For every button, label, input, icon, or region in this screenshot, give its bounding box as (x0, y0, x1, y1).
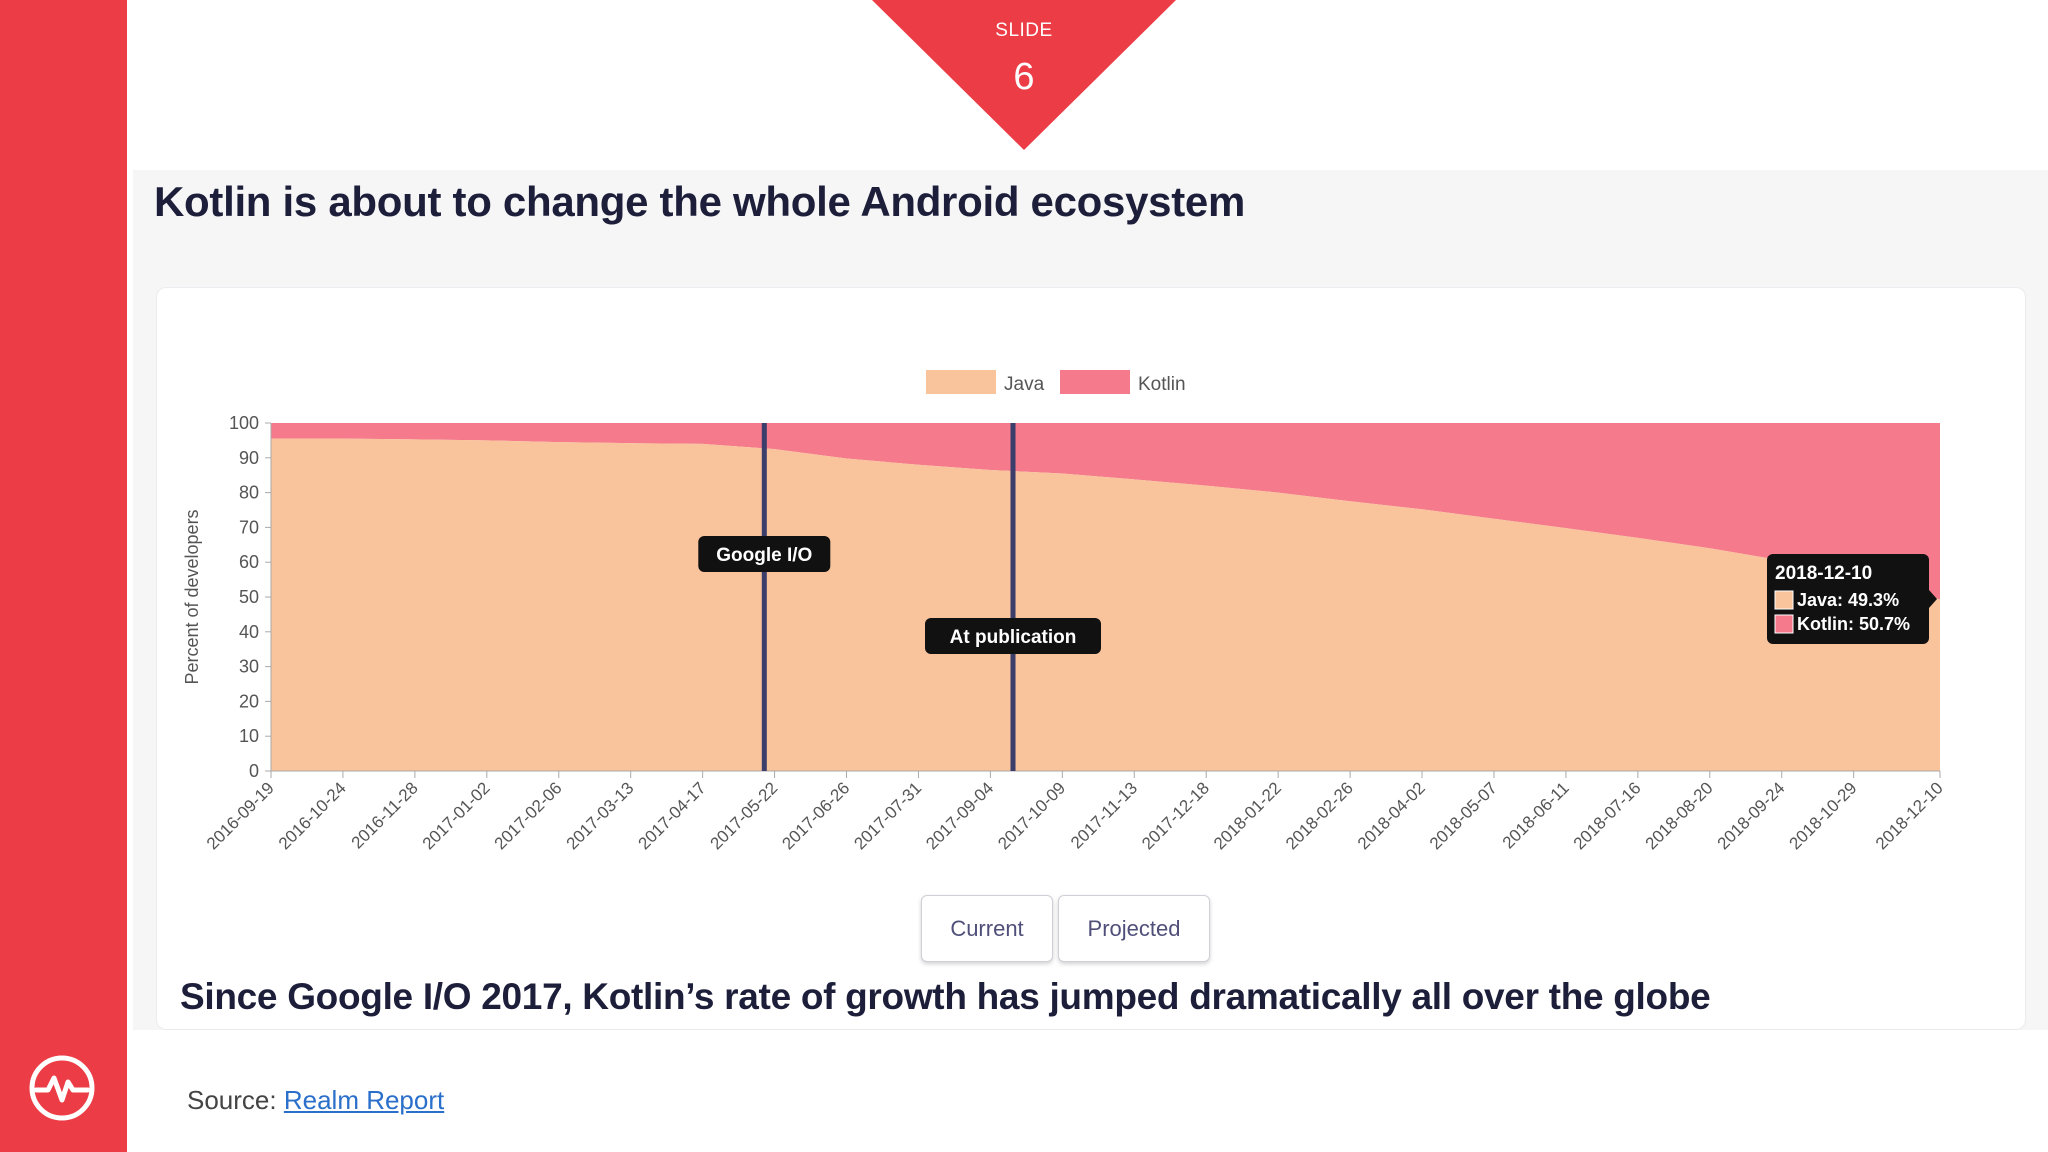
chart-caption: Since Google I/O 2017, Kotlin’s rate of … (180, 976, 1711, 1017)
y-tick-label: 20 (239, 691, 259, 711)
x-tick-label: 2018-02-26 (1282, 778, 1357, 853)
tooltip-title: 2018-12-10 (1775, 563, 1872, 584)
annotation-label: At publication (950, 627, 1077, 648)
x-tick-label: 2018-12-10 (1872, 778, 1947, 853)
y-tick-label: 80 (239, 483, 259, 503)
legend-swatch (1060, 370, 1130, 394)
legend-label: Java (1004, 374, 1045, 395)
x-tick-label: 2018-06-11 (1499, 778, 1573, 852)
x-tick-label: 2018-09-24 (1714, 778, 1789, 853)
tooltip-swatch (1774, 590, 1794, 610)
y-tick-label: 70 (239, 517, 259, 537)
y-tick-label: 10 (239, 726, 259, 746)
annotation-box (925, 618, 1102, 654)
source-link[interactable]: Realm Report (283, 1085, 445, 1115)
annotation-box (698, 536, 831, 572)
annotation-label: Google I/O (716, 545, 812, 566)
stacked-area-chart: 0 10 20 30 40 50 60 70 80 90 100 Percent of develop… (182, 370, 1947, 853)
java-area (271, 438, 1940, 771)
y-tick-label: 30 (239, 657, 259, 677)
source-prefix: Source: (187, 1085, 277, 1115)
tooltip-line: Kotlin: 50.7% (1797, 614, 1910, 634)
x-tick-label: 2018-01-22 (1210, 778, 1285, 853)
x-tick-label: 2017-06-26 (778, 778, 853, 853)
x-tick-label: 2018-04-02 (1354, 778, 1429, 853)
page-title: Kotlin is about to change the whole Andr… (154, 178, 1245, 225)
x-tick-label: 2017-10-09 (994, 778, 1069, 853)
x-tick-label: 2017-05-22 (706, 778, 781, 853)
y-tick-label: 50 (239, 587, 259, 607)
x-tick-label: 2016-11-28 (348, 778, 422, 852)
y-tick-label: 100 (229, 413, 259, 433)
tooltip-line: Java: 49.3% (1797, 590, 1899, 610)
y-axis-title: Percent of developers (182, 509, 202, 684)
current-button[interactable]: Current (921, 895, 1053, 962)
y-tick-label: 40 (239, 622, 259, 642)
source-line: Source: Realm Report (187, 1085, 444, 1116)
x-tick-label: 2018-08-20 (1642, 778, 1717, 853)
slide-number: 6 (1013, 56, 1035, 98)
y-tick-label: 0 (249, 761, 259, 781)
x-tick-label: 2018-10-29 (1786, 778, 1861, 853)
x-tick-label: 2017-09-04 (922, 778, 997, 853)
x-tick-label: 2017-11-13 (1067, 778, 1141, 852)
y-tick-label: 90 (239, 448, 259, 468)
x-tick-label: 2017-04-17 (635, 778, 710, 853)
x-tick-label: 2018-05-07 (1426, 778, 1501, 853)
legend-swatch (926, 370, 996, 394)
x-tick-label: 2018-07-16 (1570, 778, 1645, 853)
slide-marker (872, 0, 1176, 150)
y-tick-label: 60 (239, 552, 259, 572)
x-tick-label: 2017-01-02 (419, 778, 494, 853)
x-tick-label: 2017-12-18 (1138, 778, 1213, 853)
tooltip-box (1767, 554, 1929, 644)
legend-label: Kotlin (1138, 374, 1186, 395)
sidebar (0, 0, 127, 1152)
x-tick-label: 2016-10-24 (275, 778, 350, 853)
x-tick-label: 2017-02-06 (491, 778, 566, 853)
x-tick-label: 2017-03-13 (563, 778, 638, 853)
slide-label: SLIDE (995, 20, 1053, 41)
tooltip-swatch (1774, 614, 1794, 634)
projected-button[interactable]: Projected (1058, 895, 1210, 962)
pulse-logo-icon (29, 1055, 95, 1121)
x-tick-label: 2017-07-31 (850, 778, 925, 853)
kotlin-area (271, 423, 1940, 600)
tooltip-arrow (1929, 590, 1937, 608)
x-tick-label: 2016-09-19 (203, 778, 278, 853)
